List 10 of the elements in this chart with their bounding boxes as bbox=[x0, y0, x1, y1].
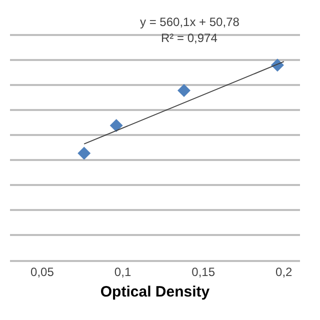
x-tick-label: 0,2 bbox=[276, 265, 293, 280]
point bbox=[110, 118, 123, 132]
x-tick-label: 0,15 bbox=[192, 265, 216, 280]
x-tick-label: 0,1 bbox=[114, 265, 132, 280]
point bbox=[178, 84, 190, 98]
text: y = 560,1x + 50,78 bbox=[140, 15, 240, 29]
text: R² = 0,974 bbox=[161, 31, 218, 45]
point bbox=[78, 146, 91, 160]
x-axis-title: Optical Density bbox=[100, 284, 210, 301]
x-tick-label: 0,05 bbox=[30, 265, 54, 280]
